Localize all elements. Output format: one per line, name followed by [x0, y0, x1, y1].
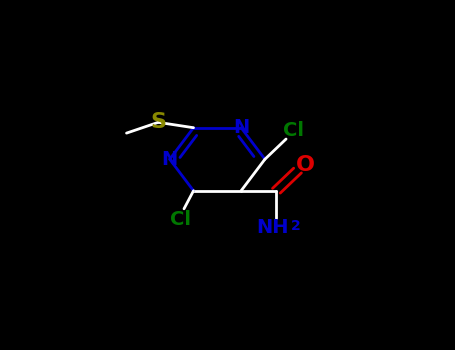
- Text: S: S: [150, 112, 166, 132]
- Text: O: O: [296, 155, 315, 175]
- Text: N: N: [162, 150, 178, 169]
- Text: 2: 2: [291, 219, 301, 233]
- Text: N: N: [233, 118, 249, 137]
- Text: Cl: Cl: [170, 210, 191, 229]
- Text: NH: NH: [256, 218, 288, 237]
- Text: Cl: Cl: [283, 121, 303, 140]
